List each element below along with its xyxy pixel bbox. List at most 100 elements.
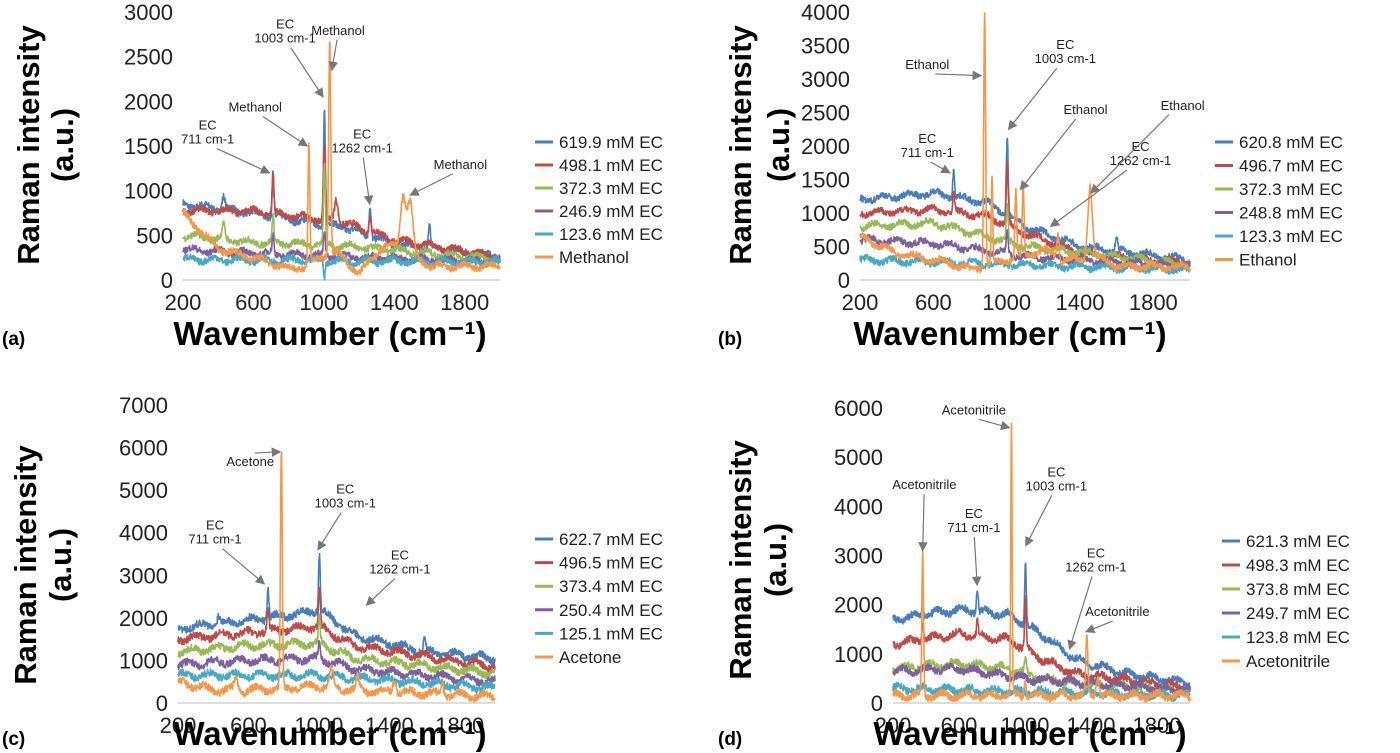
series-line-2 [177, 613, 496, 679]
x-tick-label: 1000 [1001, 713, 1050, 738]
annotation-label: EC [1131, 139, 1149, 154]
series-line-4 [177, 668, 496, 694]
legend-label: 125.1 mM EC [559, 624, 663, 643]
annotation-arrow [971, 537, 982, 587]
x-tick-label: 1800 [440, 290, 489, 315]
annotation-label: 711 cm-1 [901, 145, 954, 160]
annotation-label: 1262 cm-1 [331, 141, 392, 156]
annotation-arrow [1049, 169, 1128, 228]
legend-label: 622.7 mM EC [559, 530, 663, 549]
series-line-5 [892, 422, 1191, 703]
x-tick-label: 1800 [1129, 290, 1178, 315]
annotation-label: Acetonitrile [1085, 604, 1149, 619]
y-tick-label: 3000 [834, 544, 883, 569]
annotation-label: Acetone [226, 454, 274, 469]
x-tick-label: 200 [875, 713, 912, 738]
x-tick-label: 1400 [365, 713, 414, 738]
y-tick-label: 2000 [801, 134, 850, 159]
legend-label: 373.8 mM EC [1246, 580, 1350, 599]
y-tick-label: 4000 [834, 494, 883, 519]
annotation-label: Acetonitrile [892, 477, 956, 492]
annotation-label: 1003 cm-1 [1026, 478, 1087, 493]
legend-label: 248.8 mM EC [1239, 204, 1343, 223]
y-tick-label: 1000 [124, 179, 173, 204]
legend-label: Methanol [559, 248, 629, 267]
annotation-label: Acetonitrile [942, 402, 1006, 417]
annotation-label: 711 cm-1 [181, 132, 234, 147]
y-tick-label: 3000 [801, 67, 850, 92]
x-tick-label: 1000 [982, 290, 1031, 315]
annotation-arrow [365, 578, 396, 606]
y-tick-label: 3500 [801, 34, 850, 59]
legend-label: 620.8 mM EC [1239, 133, 1343, 152]
y-tick-label: 5000 [119, 478, 168, 503]
panel-label: (c) [2, 729, 25, 750]
annotation-arrow [216, 148, 271, 174]
annotation-arrow [221, 548, 266, 585]
y-axis-title: Raman intensity [723, 440, 758, 680]
series-line-4 [182, 253, 501, 281]
y-tick-label: 7000 [119, 393, 168, 418]
legend-label: 621.3 mM EC [1246, 532, 1350, 551]
annotation-label: 1262 cm-1 [369, 562, 430, 577]
annotation-arrow [1019, 118, 1077, 191]
y-tick-label: 0 [838, 268, 850, 293]
y-tick-label: 6000 [834, 396, 883, 421]
annotation-arrow [262, 116, 309, 147]
legend-label: Acetonitrile [1246, 652, 1330, 671]
y-axis-title: (a.u.) [43, 528, 78, 602]
y-axis-title: (a.u.) [45, 108, 80, 182]
chart-panel-d: 0 1000 2000 3000 4000 5000 6000 200 600 1000 1400 1… [718, 396, 1350, 752]
y-tick-label: 3000 [124, 0, 173, 25]
series-line-1 [177, 586, 496, 674]
legend-label: 619.9 mM EC [559, 133, 663, 152]
annotation-label: EC [918, 131, 936, 146]
annotation-arrow [362, 157, 374, 206]
x-tick-label: 200 [160, 713, 197, 738]
annotation-arrow [328, 39, 338, 72]
legend-label: 498.1 mM EC [559, 156, 663, 175]
x-tick-label: 600 [235, 290, 272, 315]
y-tick-label: 0 [156, 691, 168, 716]
panel-label: (d) [718, 729, 742, 750]
legend-label: 249.7 mM EC [1246, 604, 1350, 623]
series-line-0 [177, 552, 496, 666]
series-line-5 [177, 451, 496, 703]
x-axis-title: Wavenumber (cm⁻¹) [873, 715, 1186, 752]
legend-label: 498.3 mM EC [1246, 556, 1350, 575]
annotation-arrow [1025, 495, 1053, 547]
annotation-label: Ethanol [1063, 102, 1107, 117]
annotation-label: EC [391, 548, 409, 563]
panel-label: (b) [718, 329, 742, 350]
x-tick-label: 1400 [1056, 290, 1105, 315]
x-tick-label: 600 [941, 713, 978, 738]
y-tick-label: 2500 [124, 45, 173, 70]
annotation-arrow [1067, 576, 1093, 651]
chart-panel-b: 0 500 1000 1500 2000 2500 3000 3500 4000 200 600 10… [718, 0, 1343, 352]
annotation-arrow [290, 47, 324, 98]
x-axis-title: Wavenumber (cm⁻¹) [853, 315, 1166, 352]
annotation-arrow [254, 447, 282, 458]
x-axis-title: Wavenumber (cm⁻¹) [173, 715, 486, 752]
legend-label: Ethanol [1239, 251, 1297, 270]
annotation-arrow [1084, 620, 1113, 634]
annotation-label: EC [1056, 37, 1074, 52]
y-tick-label: 2000 [124, 89, 173, 114]
annotation-arrow [317, 512, 342, 551]
annotation-label: EC [276, 17, 294, 32]
legend-label: 250.4 mM EC [559, 601, 663, 620]
series-line-5 [859, 12, 1191, 274]
y-axis-title: (a.u.) [761, 108, 796, 182]
series-line-0 [892, 562, 1191, 690]
y-tick-label: 1000 [119, 648, 168, 673]
x-tick-label: 1800 [435, 713, 484, 738]
y-tick-label: 3000 [119, 563, 168, 588]
annotation-label: EC [1087, 545, 1105, 560]
annotation-label: 1003 cm-1 [1035, 51, 1096, 66]
y-axis-title: Raman intensity [723, 25, 758, 265]
legend-label: 123.3 mM EC [1239, 227, 1343, 246]
annotation-label: Methanol [228, 100, 282, 115]
annotation-label: Ethanol [905, 57, 949, 72]
legend-label: 373.4 mM EC [559, 577, 663, 596]
x-tick-label: 600 [230, 713, 267, 738]
